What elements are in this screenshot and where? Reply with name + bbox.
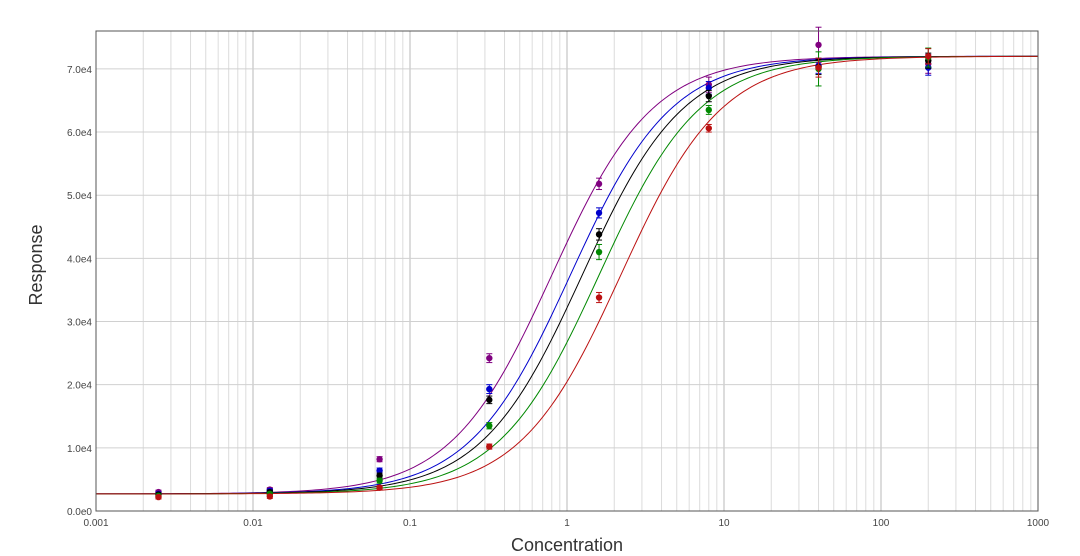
data-point-series-1 (376, 456, 383, 463)
grid-layer (96, 31, 1038, 511)
x-tick-label: 1 (564, 518, 570, 529)
data-point-series-5 (486, 443, 493, 450)
y-tick-label: 3.0e4 (67, 318, 92, 329)
data-point-series-1 (486, 354, 493, 362)
data-point-series-4 (486, 422, 493, 429)
data-point-series-5 (925, 53, 932, 60)
point-layer (155, 26, 932, 501)
y-axis-title: Response (26, 224, 46, 305)
x-tick-labels: 0.001 0.01 0.1 1 10 100 1000 (83, 518, 1049, 529)
data-point-series-5 (376, 484, 383, 491)
fit-curve-series-5 (96, 55, 1039, 495)
curve-layer (96, 55, 1039, 495)
x-axis-title: Concentration (511, 535, 623, 555)
data-point-series-2 (486, 385, 493, 393)
x-tick-label: 1000 (1027, 518, 1050, 529)
data-point-series-2 (595, 209, 603, 217)
data-point-series-5 (705, 125, 712, 132)
y-tick-label: 4.0e4 (67, 254, 92, 265)
data-point-series-2 (705, 84, 712, 92)
y-tick-label: 0.0e0 (67, 507, 92, 518)
y-tick-label: 7.0e4 (67, 65, 92, 76)
y-tick-label: 6.0e4 (67, 128, 92, 139)
data-point-series-5 (155, 493, 162, 501)
data-point-series-5 (266, 493, 274, 500)
y-tick-label: 2.0e4 (67, 381, 92, 392)
y-tick-labels: 0.0e0 1.0e4 2.0e4 3.0e4 4.0e4 5.0e4 6.0e4 7.0e4 (67, 65, 92, 518)
data-point-series-2 (376, 467, 383, 474)
x-tick-label: 0.1 (403, 518, 417, 529)
x-tick-label: 100 (873, 518, 890, 529)
x-tick-label: 0.001 (83, 518, 108, 529)
data-point-series-1 (595, 180, 603, 188)
data-point-series-3 (705, 92, 712, 100)
x-tick-label: 10 (718, 518, 730, 529)
data-point-series-3 (376, 472, 383, 479)
data-point-series-3 (595, 231, 603, 238)
data-point-series-4 (705, 106, 712, 114)
plot-area-border (95, 30, 1039, 512)
data-point-series-4 (376, 477, 383, 484)
data-point-series-3 (486, 396, 493, 404)
data-point-series-4 (595, 248, 603, 256)
data-point-series-5 (815, 64, 822, 71)
data-point-series-1 (815, 41, 822, 49)
data-point-series-5 (595, 294, 603, 301)
y-tick-label: 1.0e4 (67, 444, 92, 455)
x-tick-label: 0.01 (243, 518, 263, 529)
y-tick-label: 5.0e4 (67, 191, 92, 202)
